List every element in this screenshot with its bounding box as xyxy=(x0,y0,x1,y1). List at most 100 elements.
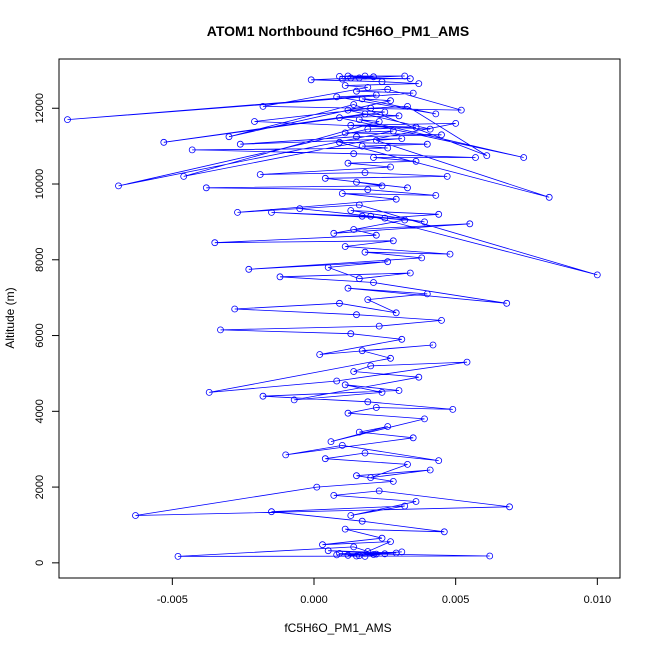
y-tick-label: 0 xyxy=(34,560,46,566)
data-point xyxy=(231,305,239,313)
data-point xyxy=(313,483,321,491)
data-point xyxy=(472,154,479,161)
data-point xyxy=(341,129,349,137)
data-point xyxy=(381,550,389,558)
data-point xyxy=(404,184,411,192)
x-axis-label: fC5H6O_PM1_AMS xyxy=(284,621,391,635)
data-point xyxy=(64,116,71,123)
data-point xyxy=(236,140,244,148)
data-point xyxy=(202,184,210,192)
data-point xyxy=(486,552,494,560)
data-point xyxy=(378,388,386,396)
data-point xyxy=(338,75,346,83)
data-point xyxy=(392,309,400,317)
data-point xyxy=(506,503,513,511)
data-point xyxy=(364,548,372,555)
data-point xyxy=(330,229,338,237)
data-point xyxy=(384,258,392,266)
data-point xyxy=(432,110,440,118)
data-point xyxy=(438,131,445,139)
y-axis-label: Altitude (m) xyxy=(3,287,17,348)
data-point xyxy=(350,150,358,158)
data-point xyxy=(412,123,420,131)
data-point xyxy=(321,455,329,463)
x-tick-label: 0.005 xyxy=(442,594,470,606)
data-point xyxy=(344,409,352,417)
data-point xyxy=(466,220,474,228)
data-point xyxy=(347,121,355,129)
data-point xyxy=(435,210,443,218)
data-point xyxy=(409,434,417,442)
data-point xyxy=(429,341,437,349)
data-point xyxy=(358,95,366,103)
data-point xyxy=(364,296,372,304)
data-point xyxy=(344,106,352,114)
data-point xyxy=(412,498,420,505)
data-point xyxy=(353,472,360,480)
data-point xyxy=(378,182,386,190)
data-point xyxy=(370,73,377,81)
data-point xyxy=(225,133,233,141)
y-tick-label: 12000 xyxy=(34,93,46,124)
data-point xyxy=(401,216,409,224)
data-point xyxy=(395,112,403,120)
data-point xyxy=(421,415,428,423)
data-point xyxy=(423,290,431,298)
data-point xyxy=(438,316,445,324)
data-point xyxy=(350,226,358,233)
data-point xyxy=(341,82,349,89)
data-point xyxy=(401,502,409,510)
data-point xyxy=(333,377,341,385)
data-point xyxy=(381,108,389,116)
data-point xyxy=(353,87,360,95)
data-point xyxy=(415,80,423,87)
data-point xyxy=(245,265,253,273)
chart-title: ATOM1 Northbound fC5H6O_PM1_AMS xyxy=(207,23,469,39)
data-point xyxy=(375,322,383,330)
data-point xyxy=(358,347,366,355)
data-point xyxy=(341,381,349,389)
data-point xyxy=(338,190,346,197)
data-point xyxy=(367,474,375,482)
data-point xyxy=(404,103,411,110)
data-point xyxy=(180,172,188,180)
series-line xyxy=(67,75,598,557)
data-point xyxy=(395,387,403,394)
data-point xyxy=(341,243,349,250)
data-point xyxy=(401,72,409,80)
data-point xyxy=(372,550,380,558)
data-point xyxy=(353,178,360,186)
y-tick-label: 8000 xyxy=(34,248,46,272)
data-point xyxy=(259,103,267,110)
data-point xyxy=(188,146,196,154)
data-point xyxy=(381,214,389,222)
data-point xyxy=(432,191,440,199)
data-point xyxy=(372,136,380,144)
data-point xyxy=(392,195,400,203)
data-point xyxy=(336,114,343,122)
data-point xyxy=(378,534,386,542)
data-point xyxy=(412,157,420,165)
data-point xyxy=(259,392,267,400)
data-point xyxy=(398,335,406,343)
data-point xyxy=(307,76,315,84)
data-point xyxy=(355,275,363,283)
data-point xyxy=(370,551,377,558)
y-axis: 0 2000 4000 6000 8000 10000 12000 xyxy=(34,93,60,566)
data-point xyxy=(421,218,428,226)
data-point xyxy=(361,110,369,118)
data-point xyxy=(370,279,377,286)
y-tick-label: 6000 xyxy=(34,323,46,347)
data-point xyxy=(406,75,414,83)
data-point xyxy=(372,91,380,99)
data-point xyxy=(115,182,122,190)
data-point xyxy=(423,140,431,148)
x-tick-label: -0.005 xyxy=(157,594,188,606)
data-point xyxy=(350,543,358,551)
data-point xyxy=(361,248,369,256)
data-point xyxy=(426,125,434,133)
data-point xyxy=(398,135,406,143)
data-point xyxy=(347,207,355,214)
data-point xyxy=(338,441,346,449)
